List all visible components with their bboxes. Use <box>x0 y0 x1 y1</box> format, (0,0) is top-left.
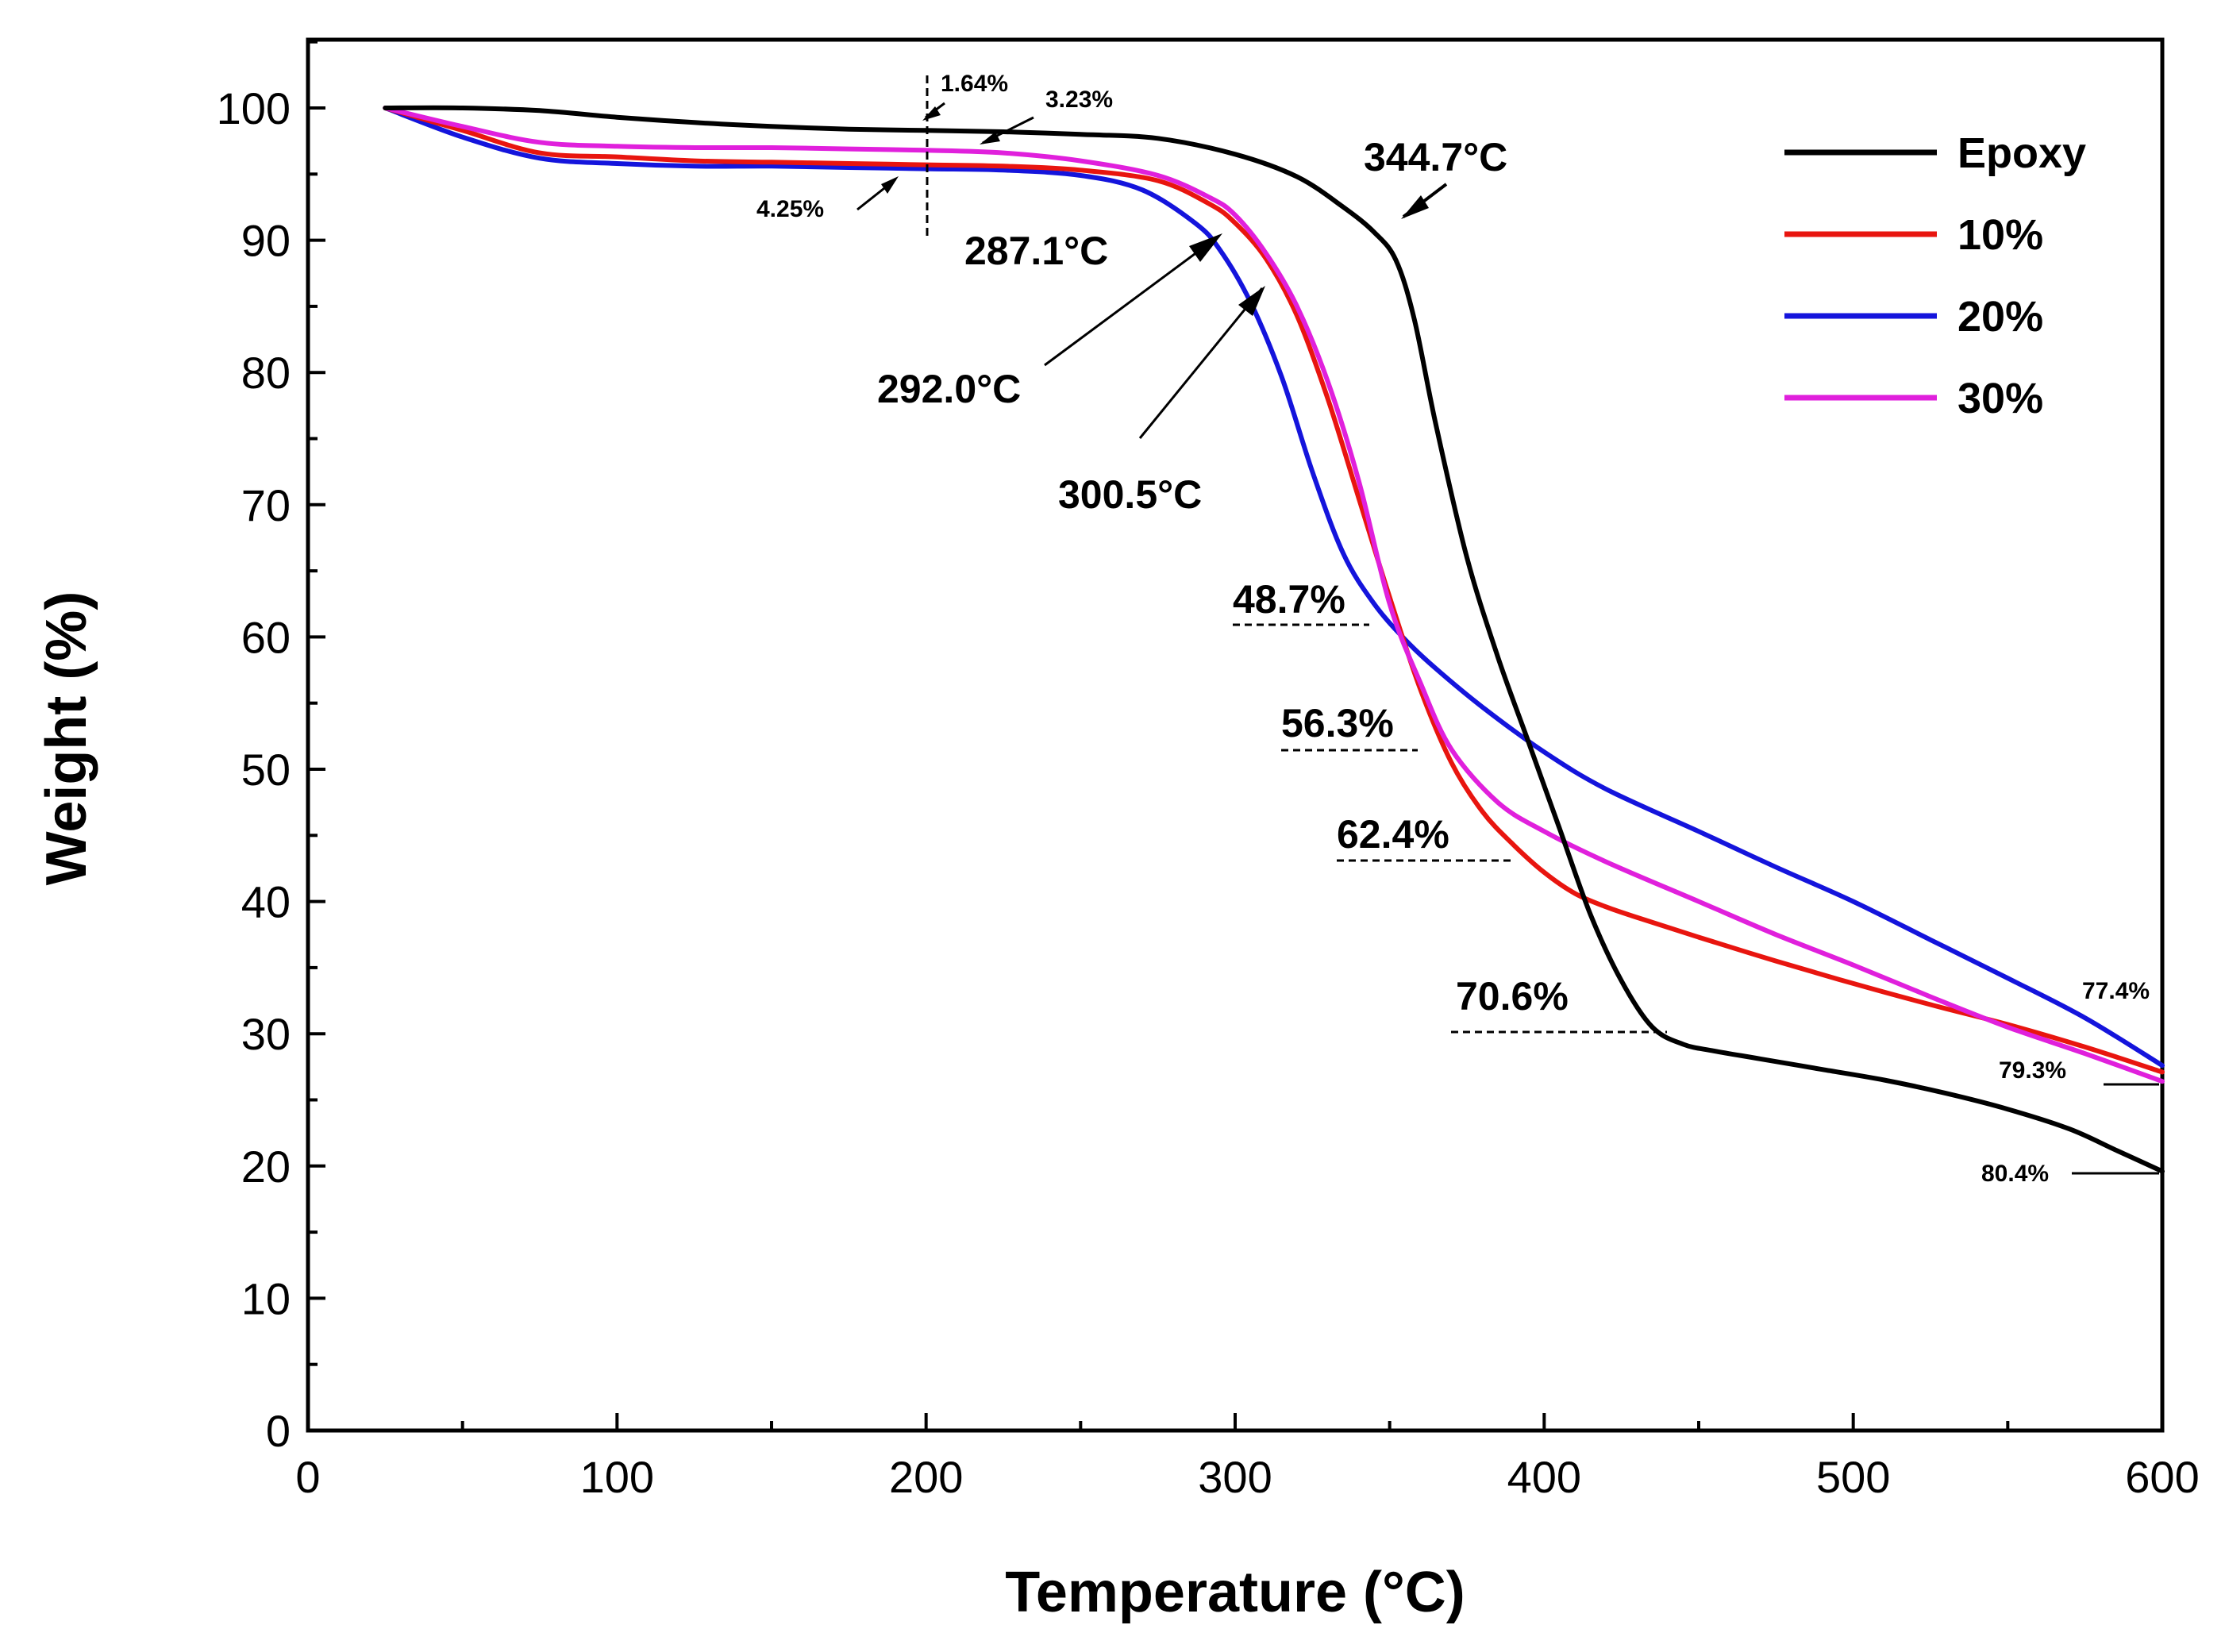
loss-label-1-64: 1.64% <box>941 71 1008 97</box>
plot-frame <box>306 37 2165 1433</box>
y-tick-label: 80 <box>241 348 291 398</box>
level-label-56-3: 56.3% <box>1281 701 1394 745</box>
arrow-300-5 <box>1138 287 1264 439</box>
legend-label: 10% <box>1957 211 2043 259</box>
x-tick-label: 100 <box>580 1452 654 1502</box>
arrow-344-7-head <box>1401 195 1429 219</box>
y-tick-label: 50 <box>241 745 291 795</box>
legend-label: 30% <box>1957 375 2043 422</box>
onset-label-10pct: 292.0°C <box>877 367 1021 411</box>
final-label-79-3: 79.3% <box>1999 1057 2066 1084</box>
final-label-77-4: 77.4% <box>2082 978 2150 1004</box>
y-axis-title: Weight (%) <box>35 591 98 886</box>
loss-label-4-25: 4.25% <box>756 196 824 222</box>
series-line-epoxy <box>383 105 2165 1174</box>
y-tick-label: 90 <box>241 216 291 266</box>
y-tick-label: 0 <box>266 1406 291 1456</box>
arrow-4-25-head <box>881 176 899 194</box>
arrow-1-64-head <box>922 106 941 121</box>
x-tick-label: 600 <box>2125 1452 2199 1502</box>
legend: Epoxy 10% 20% 30% <box>1784 129 2086 422</box>
series-line-30pct <box>383 106 2165 1084</box>
arrow-3-23-head <box>980 132 1000 144</box>
y-tick-label: 20 <box>241 1142 291 1192</box>
x-tick-label: 0 <box>295 1452 320 1502</box>
annotation-lines <box>857 75 2159 1175</box>
onset-label-20pct: 287.1°C <box>964 229 1108 273</box>
legend-label: 20% <box>1957 293 2043 341</box>
series-line-20pct <box>383 106 2165 1069</box>
arrow-292-0-head <box>1189 233 1222 262</box>
y-tick-label: 30 <box>241 1009 291 1059</box>
series-layer <box>383 105 2165 1174</box>
final-label-80-4: 80.4% <box>1981 1161 2049 1187</box>
annotation-texts: 344.7°C 287.1°C 292.0°C 300.5°C 1.64% 3.… <box>756 71 2150 1187</box>
x-tick-label: 200 <box>889 1452 963 1502</box>
level-label-48-7: 48.7% <box>1233 577 1345 622</box>
y-tick-label: 10 <box>241 1273 291 1323</box>
x-axis-title: Temperature (°C) <box>1005 1561 1465 1624</box>
arrow-292-0 <box>1044 234 1220 367</box>
y-tick-label: 100 <box>217 83 291 133</box>
series-line-10pct <box>383 106 2165 1075</box>
x-tick-label: 500 <box>1816 1452 1890 1502</box>
x-tick-label: 300 <box>1198 1452 1272 1502</box>
loss-label-3-23: 3.23% <box>1045 87 1113 113</box>
level-label-70-6: 70.6% <box>1456 974 1569 1019</box>
y-tick-label: 40 <box>241 877 291 927</box>
y-tick-label: 60 <box>241 612 291 662</box>
onset-label-epoxy: 344.7°C <box>1364 135 1507 179</box>
x-tick-label: 400 <box>1507 1452 1581 1502</box>
onset-label-30pct: 300.5°C <box>1058 472 1202 517</box>
level-label-62-4: 62.4% <box>1337 812 1449 857</box>
legend-label: Epoxy <box>1957 129 2086 177</box>
y-tick-label: 70 <box>241 480 291 530</box>
axes: 0 100 200 300 400 500 600 0 10 20 30 40 50 60 70 80 90 10… <box>217 40 2200 1502</box>
arrow-300-5-head <box>1238 286 1265 316</box>
